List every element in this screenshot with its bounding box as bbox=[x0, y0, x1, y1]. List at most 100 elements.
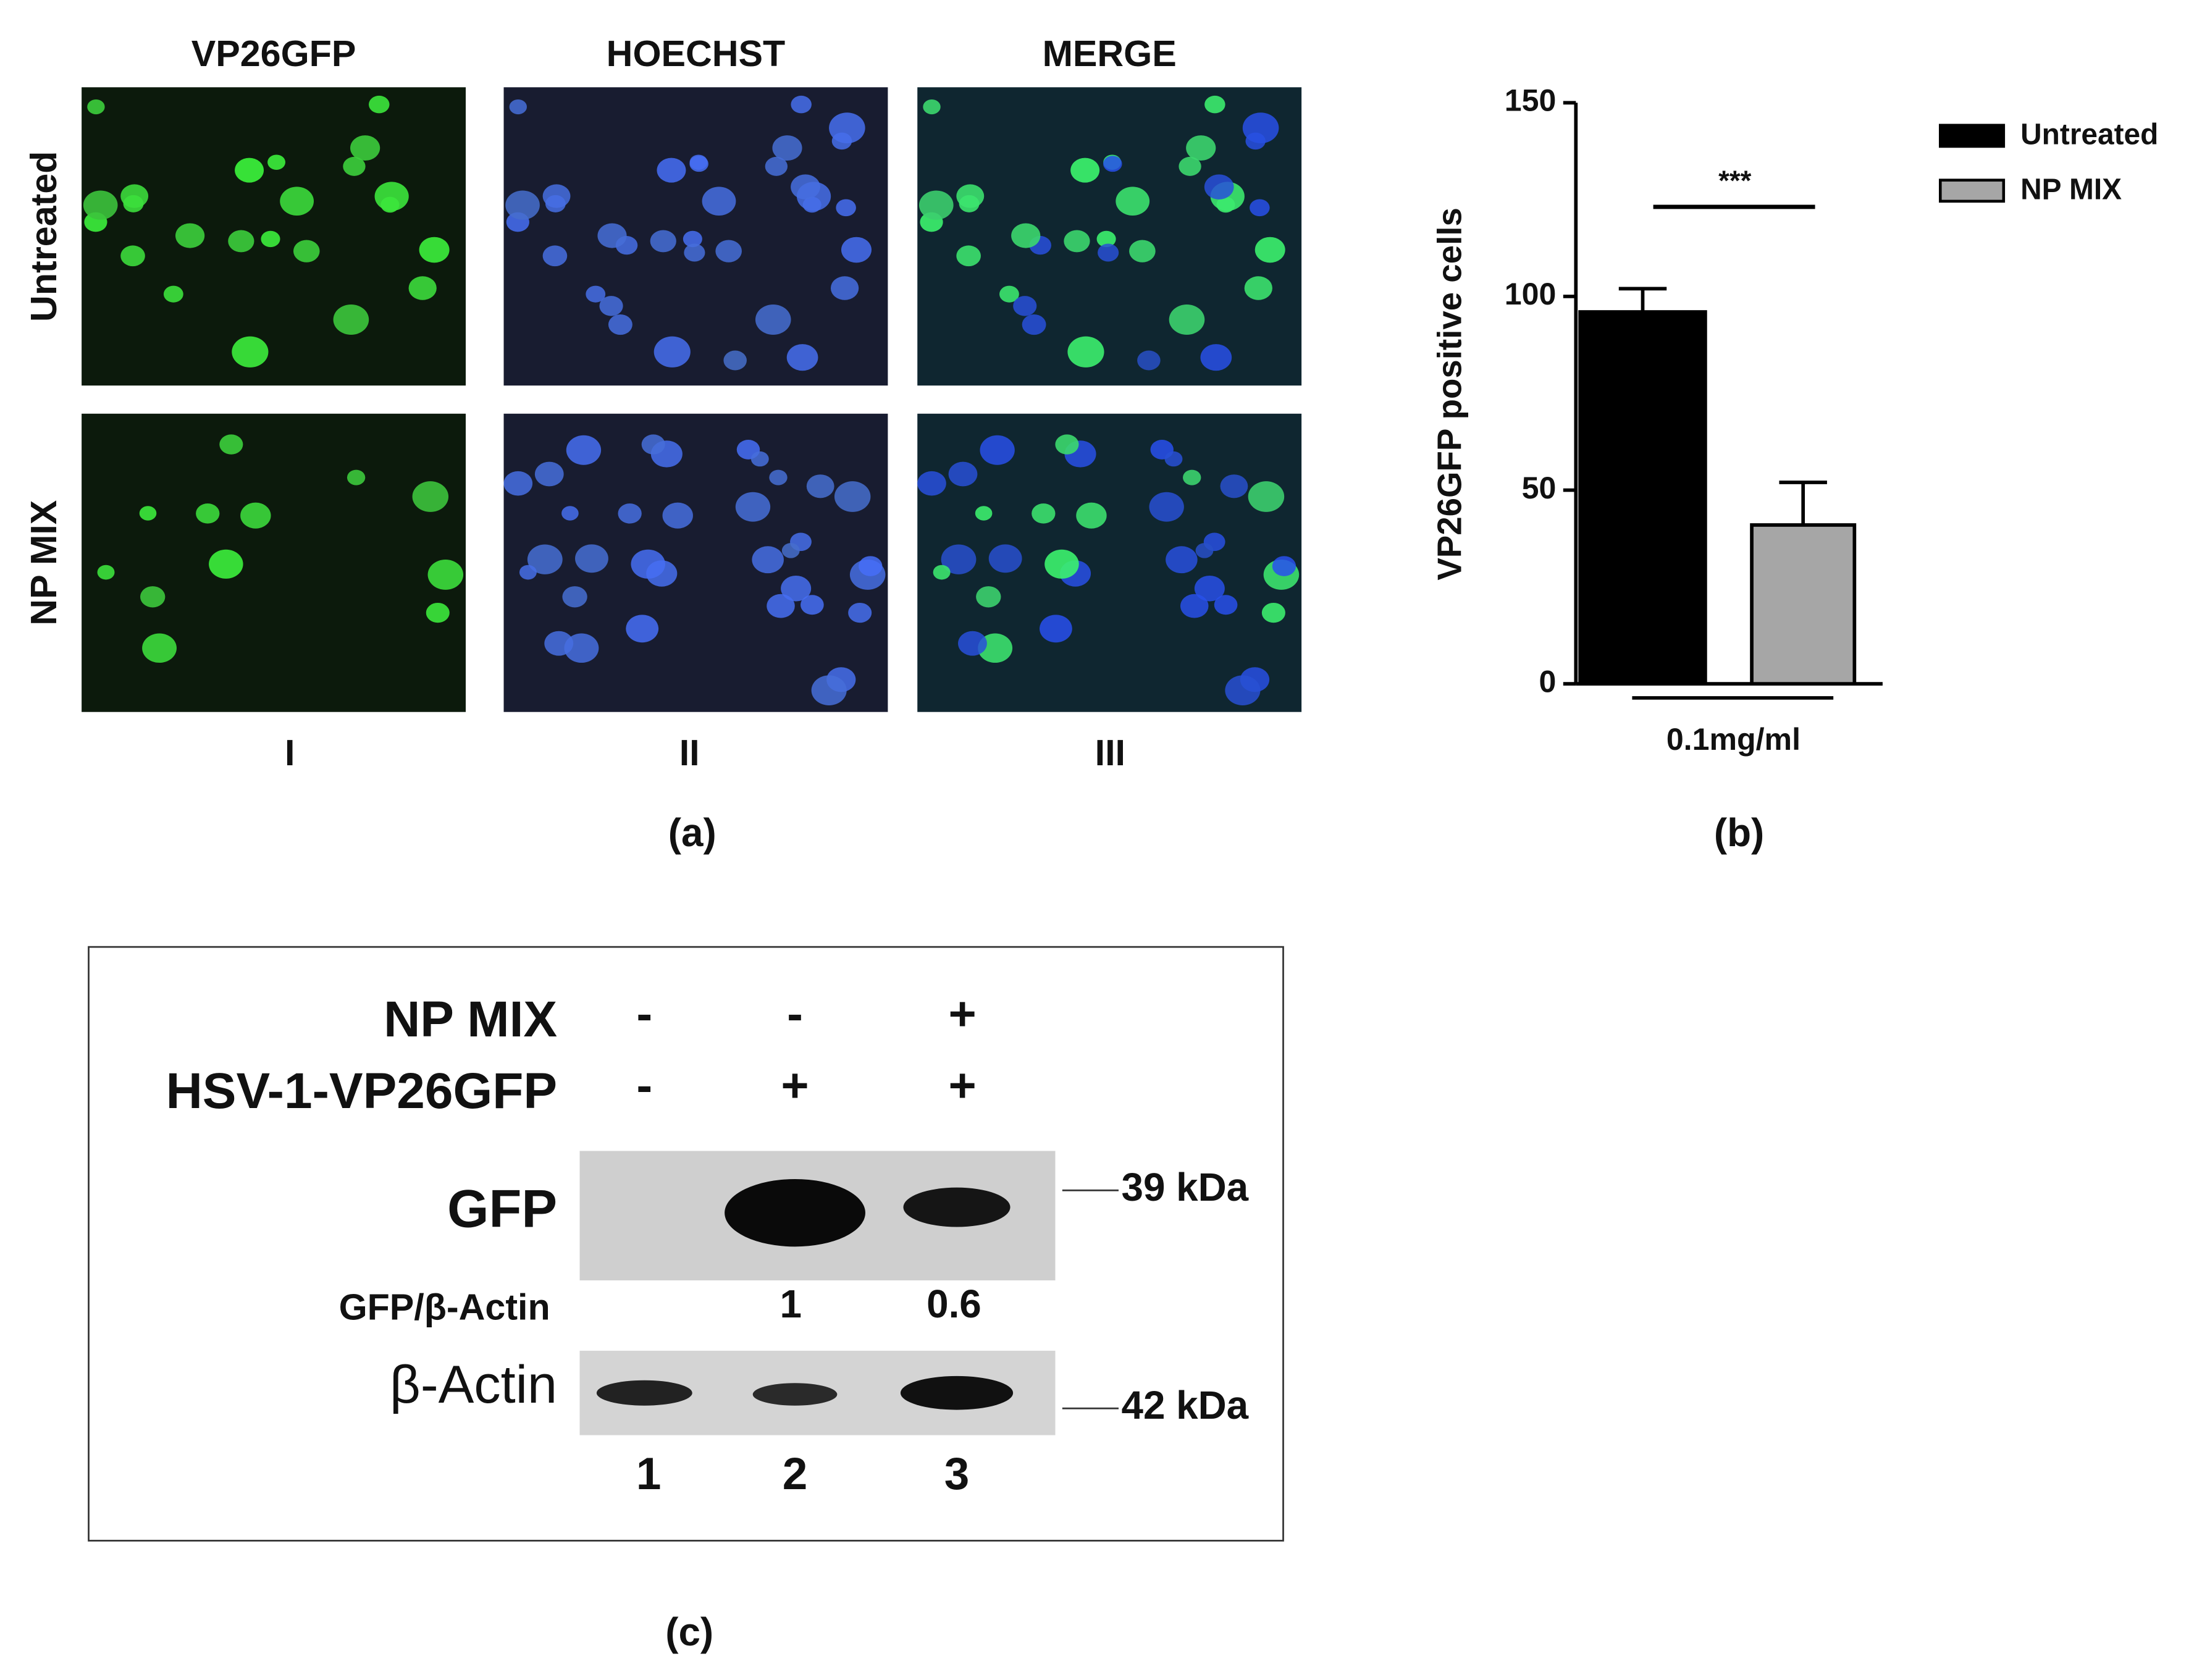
actin-band bbox=[900, 1376, 1014, 1410]
cell bbox=[350, 135, 380, 161]
marker-label: 42 kDa bbox=[1122, 1383, 1249, 1427]
actin-band bbox=[596, 1380, 692, 1406]
cell bbox=[959, 195, 980, 212]
cell bbox=[97, 565, 115, 580]
cell bbox=[566, 435, 602, 465]
y-tick-label: 50 bbox=[1522, 471, 1557, 505]
cell bbox=[836, 199, 856, 217]
column-numeral: II bbox=[679, 732, 700, 773]
cell bbox=[1149, 492, 1184, 522]
column-title: MERGE bbox=[1043, 33, 1177, 74]
gfp-band bbox=[903, 1187, 1011, 1227]
cell bbox=[261, 230, 280, 248]
cell bbox=[140, 586, 166, 608]
cell bbox=[505, 190, 540, 220]
treatment-sign: + bbox=[781, 1059, 809, 1112]
cell bbox=[1040, 615, 1072, 643]
cell bbox=[791, 174, 820, 200]
cell bbox=[650, 230, 676, 253]
cell bbox=[597, 223, 627, 248]
cell bbox=[999, 285, 1019, 303]
cell bbox=[503, 471, 533, 496]
cell bbox=[1204, 174, 1234, 200]
cell bbox=[1179, 156, 1201, 176]
significance: *** bbox=[1718, 165, 1751, 196]
cell bbox=[427, 559, 464, 590]
micrograph bbox=[503, 413, 888, 712]
cell bbox=[1248, 481, 1285, 512]
cell bbox=[683, 230, 702, 248]
cell bbox=[267, 154, 285, 170]
legend-label: Untreated bbox=[2020, 119, 2158, 151]
cell bbox=[426, 602, 450, 623]
lane-number: 1 bbox=[636, 1449, 662, 1499]
cell bbox=[918, 190, 954, 220]
treatment-sign: - bbox=[636, 1059, 652, 1112]
cell bbox=[333, 304, 369, 335]
cell bbox=[956, 245, 981, 267]
column-title: VP26GFP bbox=[191, 33, 356, 74]
ratio-label: GFP/β-Actin bbox=[339, 1286, 550, 1327]
cell bbox=[641, 434, 665, 455]
cell bbox=[975, 506, 993, 521]
micrograph bbox=[82, 413, 466, 712]
row-label: NP MIX bbox=[23, 500, 64, 626]
cell bbox=[848, 602, 872, 623]
cell bbox=[765, 156, 788, 176]
cell bbox=[209, 549, 243, 579]
cell bbox=[240, 502, 271, 529]
cell bbox=[527, 544, 563, 574]
cell bbox=[1254, 237, 1285, 263]
cell bbox=[1013, 296, 1037, 316]
cell bbox=[374, 182, 409, 211]
cell bbox=[412, 481, 449, 512]
cell bbox=[509, 99, 527, 115]
cell bbox=[980, 435, 1015, 465]
cell bbox=[1169, 304, 1205, 335]
treatment-label: NP MIX bbox=[384, 991, 557, 1048]
cell bbox=[196, 503, 220, 524]
cell bbox=[139, 506, 157, 521]
cell bbox=[1204, 95, 1225, 114]
cell bbox=[752, 546, 784, 574]
legend-swatch bbox=[1939, 124, 2006, 148]
cell bbox=[1098, 243, 1119, 262]
cell bbox=[772, 135, 802, 161]
cell bbox=[562, 586, 587, 608]
blot-label: GFP bbox=[447, 1180, 557, 1239]
cell bbox=[232, 336, 269, 368]
cell bbox=[1225, 675, 1261, 705]
cell bbox=[735, 492, 771, 522]
cell bbox=[657, 158, 686, 183]
cell bbox=[1261, 602, 1285, 623]
cell bbox=[801, 595, 824, 615]
cell bbox=[767, 594, 795, 618]
cell bbox=[791, 95, 812, 114]
cell bbox=[347, 469, 366, 485]
cell bbox=[369, 95, 390, 114]
cell bbox=[87, 99, 105, 115]
bar bbox=[1750, 523, 1857, 686]
column-title: HOECHST bbox=[607, 33, 786, 74]
cell bbox=[618, 503, 642, 524]
cell bbox=[1214, 595, 1238, 615]
cell bbox=[1055, 434, 1079, 455]
treatment-sign: - bbox=[636, 987, 652, 1040]
cell bbox=[343, 156, 366, 176]
cell bbox=[1116, 187, 1150, 216]
marker-label: 39 kDa bbox=[1122, 1165, 1249, 1209]
cell bbox=[534, 461, 564, 487]
cell bbox=[1064, 230, 1090, 253]
actin-band bbox=[752, 1383, 838, 1406]
cell bbox=[948, 461, 978, 487]
cell bbox=[689, 156, 708, 172]
cell bbox=[769, 469, 788, 485]
cell bbox=[723, 350, 747, 371]
lane-number: 3 bbox=[944, 1449, 970, 1499]
cell bbox=[958, 631, 987, 656]
cell bbox=[1186, 135, 1216, 161]
cell bbox=[575, 544, 608, 573]
cell bbox=[933, 565, 951, 580]
